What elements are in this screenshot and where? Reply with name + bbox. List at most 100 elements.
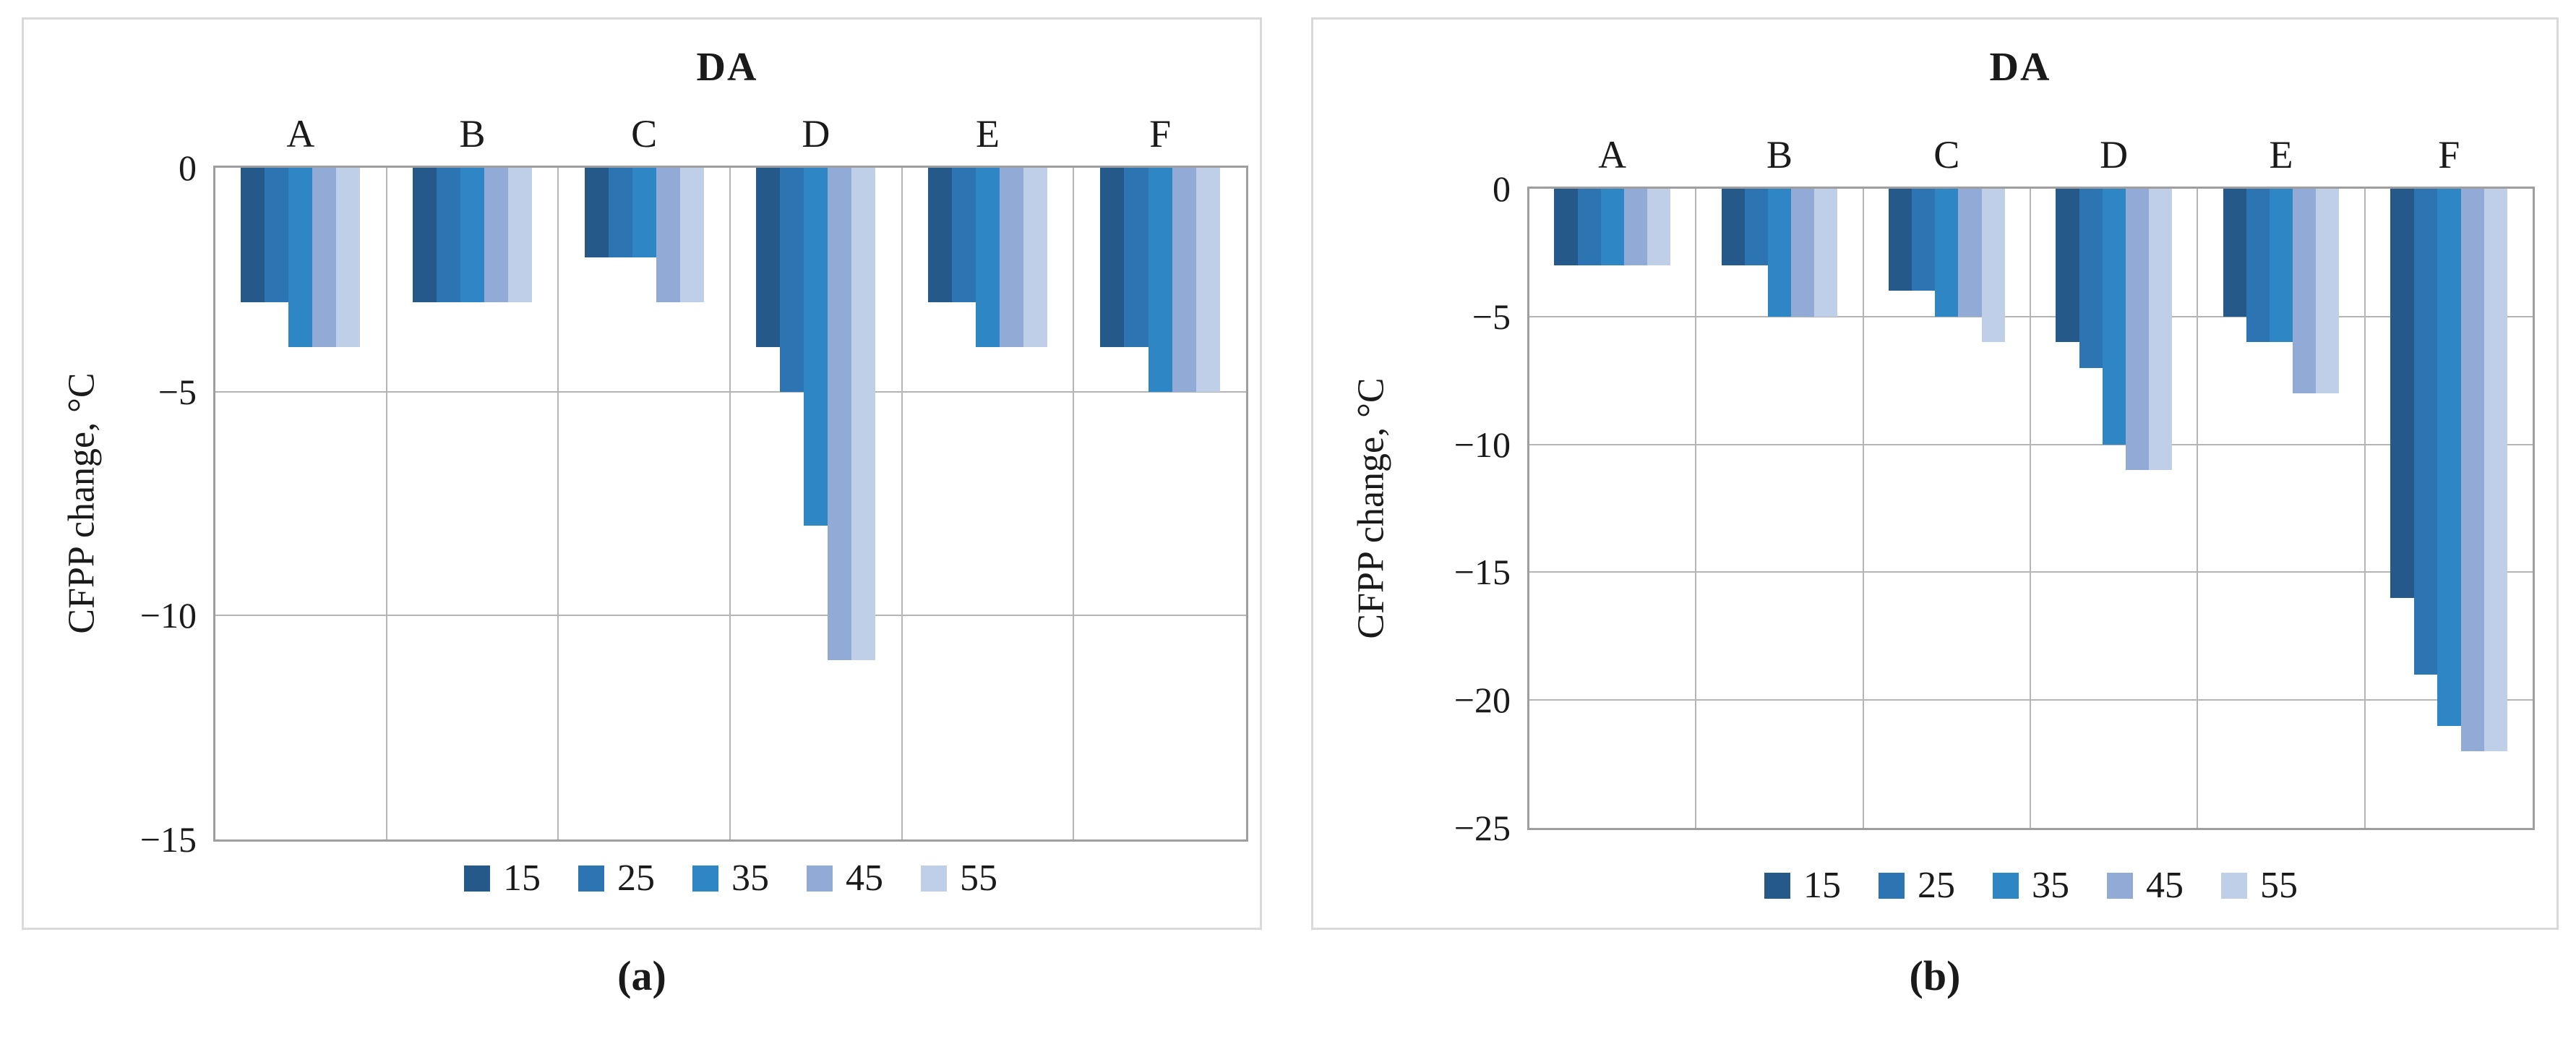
legend-item: 35 — [692, 857, 769, 899]
legend-swatch — [692, 865, 718, 892]
figure-panel-a: DA CFPP change, °C 0 −5 −10 −15 A B C D E F 15 25 3… — [22, 17, 1262, 1000]
legend-label: 25 — [617, 858, 655, 899]
bar — [951, 168, 976, 302]
bar — [656, 168, 680, 302]
category-group: B — [1696, 133, 1864, 828]
category-group: E — [903, 112, 1075, 839]
bar — [312, 168, 337, 347]
legend-swatch — [1879, 872, 1905, 899]
y-gridline — [1529, 571, 2533, 573]
bar — [1554, 189, 1578, 266]
category-label: E — [975, 112, 1000, 155]
bar — [2437, 189, 2461, 726]
bar-group — [2223, 189, 2340, 828]
y-gridline — [215, 390, 1246, 393]
bar — [1577, 189, 1601, 266]
y-gridline — [215, 615, 1246, 617]
bar — [1814, 189, 1838, 317]
category-group: A — [215, 112, 387, 839]
chart-frame-a: DA CFPP change, °C 0 −5 −10 −15 A B C D E F 15 25 3… — [22, 17, 1262, 930]
legend-label: 55 — [2260, 865, 2298, 906]
bar — [336, 168, 361, 347]
bar — [1935, 189, 1959, 317]
category-label: B — [459, 112, 486, 155]
legend-swatch — [1993, 872, 2019, 899]
category-label: D — [2100, 133, 2129, 176]
bar — [2079, 189, 2103, 368]
bar-group — [584, 168, 704, 839]
bar — [756, 168, 781, 347]
bar — [265, 168, 289, 302]
bar-group — [2056, 189, 2172, 828]
category-label: F — [2438, 133, 2460, 176]
bar — [484, 168, 508, 302]
y-tick-label: −10 — [1454, 424, 1511, 465]
category-group: D — [2031, 133, 2199, 828]
bar-group — [241, 168, 361, 839]
bar — [241, 168, 265, 302]
bar-group — [1099, 168, 1221, 839]
legend-item: 55 — [921, 857, 997, 899]
legend-label: 25 — [1918, 865, 1955, 906]
y-gridline — [1529, 443, 2533, 445]
bar — [780, 168, 804, 392]
legend-item: 35 — [1993, 864, 2069, 907]
bar — [436, 168, 460, 302]
bar — [1023, 168, 1047, 347]
bar — [1623, 189, 1647, 266]
panel-caption: (b) — [1909, 952, 1961, 999]
legend-item: 25 — [1879, 864, 1955, 907]
category-group: B — [387, 112, 559, 839]
category-group: D — [731, 112, 903, 839]
bar-group — [756, 168, 876, 839]
bar — [584, 168, 609, 257]
bar — [507, 168, 532, 302]
category-label: D — [802, 112, 830, 155]
bar — [1196, 168, 1221, 392]
category-label: C — [631, 112, 658, 155]
bar — [460, 168, 484, 302]
category-label: C — [1933, 133, 1960, 176]
bar — [1744, 189, 1768, 266]
legend-label: 15 — [1803, 865, 1841, 906]
bar — [679, 168, 704, 302]
category-group: C — [559, 112, 731, 839]
legend-label: 15 — [503, 858, 541, 899]
legend: 15 25 35 45 55 — [213, 857, 1248, 899]
legend: 15 25 35 45 55 — [1527, 864, 2535, 907]
bar — [2483, 189, 2508, 751]
bar — [1099, 168, 1125, 347]
legend-item: 45 — [807, 857, 883, 899]
category-label: A — [1598, 133, 1627, 176]
category-group: C — [1864, 133, 2031, 828]
bar — [828, 168, 852, 661]
legend-swatch — [807, 865, 833, 892]
legend-item: 45 — [2107, 864, 2184, 907]
bar — [2148, 189, 2172, 470]
bar — [2413, 189, 2438, 675]
category-group: E — [2198, 133, 2366, 828]
bar — [1791, 189, 1815, 317]
chart-title: DA — [1989, 45, 2051, 90]
y-tick-label: −15 — [139, 819, 197, 860]
bar — [1981, 189, 2005, 343]
bar — [2223, 189, 2246, 317]
legend-item: 15 — [464, 857, 541, 899]
legend-label: 35 — [2032, 865, 2069, 906]
legend-swatch — [921, 865, 947, 892]
bar — [1912, 189, 1936, 291]
category-label: F — [1149, 112, 1172, 155]
bar — [2102, 189, 2126, 445]
legend-label: 45 — [846, 858, 883, 899]
bar — [632, 168, 656, 257]
y-tick-label: −10 — [139, 595, 197, 636]
bar-group — [413, 168, 532, 839]
y-gridline — [1529, 699, 2533, 701]
y-tick-label: 0 — [1493, 168, 1511, 209]
bar — [1148, 168, 1172, 392]
y-axis-title: CFPP change, °C — [1350, 377, 1392, 639]
bar — [928, 168, 952, 302]
bar — [2390, 189, 2414, 598]
legend-item: 25 — [578, 857, 655, 899]
legend-swatch — [464, 865, 490, 892]
